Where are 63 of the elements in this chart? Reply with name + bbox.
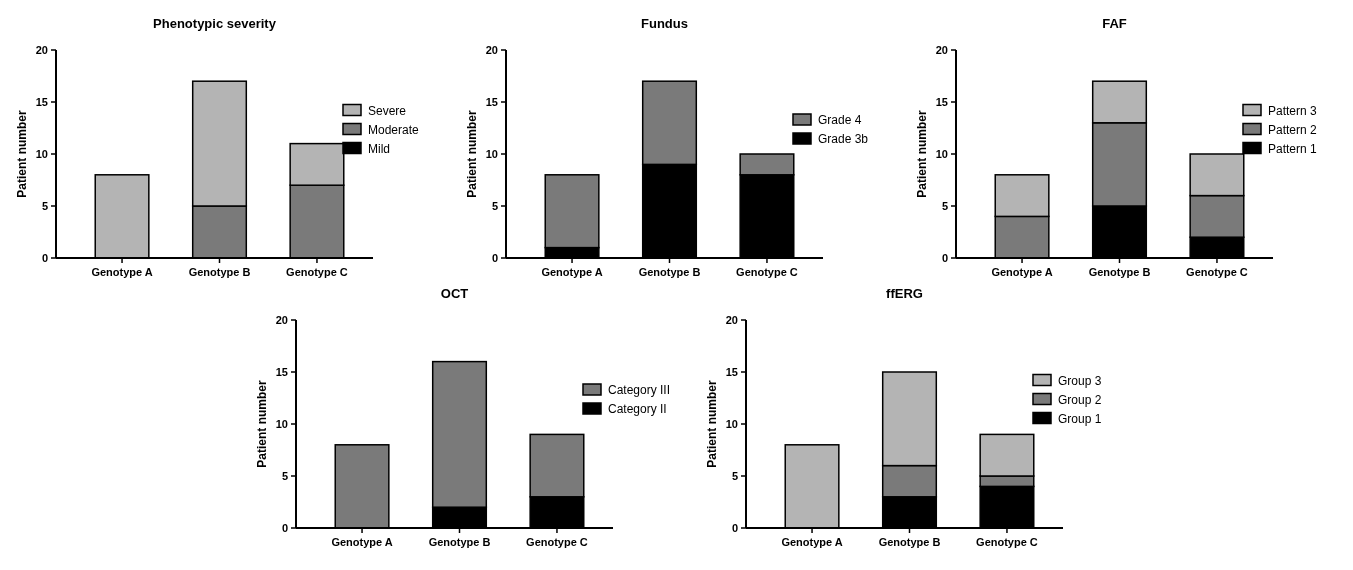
- y-tick-label: 20: [275, 313, 288, 326]
- x-tick-label: Genotype A: [91, 266, 153, 278]
- y-tick-label: 0: [281, 521, 288, 534]
- y-tick-label: 5: [281, 469, 288, 482]
- y-tick-label: 0: [941, 251, 948, 264]
- legend-label: Pattern 1: [1268, 141, 1318, 156]
- y-tick-label: 5: [941, 199, 948, 212]
- y-axis-title: Patient number: [15, 110, 29, 198]
- chart-title: Fundus: [641, 16, 688, 31]
- x-tick-label: Genotype B: [638, 266, 701, 278]
- y-tick-label: 15: [35, 95, 48, 108]
- y-axis-title: Patient number: [915, 110, 929, 198]
- chart-title: OCT: [440, 286, 469, 301]
- x-tick-label: Genotype C: [1186, 266, 1248, 278]
- y-axis-title: Patient number: [705, 380, 719, 468]
- x-tick-label: Genotype C: [286, 266, 348, 278]
- y-tick-label: 5: [41, 199, 48, 212]
- x-tick-label: Genotype B: [188, 266, 251, 278]
- y-tick-label: 20: [725, 313, 738, 326]
- y-tick-label: 20: [935, 43, 948, 56]
- y-axis-title: Patient number: [255, 380, 269, 468]
- x-tick-label: Genotype C: [736, 266, 798, 278]
- x-tick-label: Genotype A: [541, 266, 603, 278]
- legend-label: Group 3: [1058, 373, 1102, 388]
- x-tick-label: Genotype C: [976, 536, 1038, 548]
- x-tick-label: Genotype B: [428, 536, 491, 548]
- y-tick-label: 0: [731, 521, 738, 534]
- x-tick-label: Genotype A: [781, 536, 843, 548]
- y-tick-label: 15: [485, 95, 498, 108]
- legend-label: Pattern 2: [1268, 122, 1318, 137]
- y-tick-label: 10: [485, 147, 498, 160]
- legend-label: Grade 4: [818, 113, 862, 128]
- y-tick-label: 15: [275, 365, 288, 378]
- legend-label: Grade 3b: [818, 132, 869, 147]
- y-tick-label: 10: [935, 147, 948, 160]
- y-axis-title: Patient number: [465, 110, 479, 198]
- y-tick-label: 20: [485, 43, 498, 56]
- y-tick-label: 10: [35, 147, 48, 160]
- y-tick-label: 0: [41, 251, 48, 264]
- y-tick-label: 5: [491, 199, 498, 212]
- y-tick-label: 15: [935, 95, 948, 108]
- chart-title: ffERG: [886, 286, 923, 301]
- legend-label: Moderate: [368, 122, 420, 137]
- y-tick-label: 15: [725, 365, 738, 378]
- legend-label: Category II: [608, 402, 667, 417]
- y-tick-label: 20: [35, 43, 48, 56]
- y-tick-label: 5: [731, 469, 738, 482]
- legend-label: Severe: [368, 103, 407, 118]
- x-tick-label: Genotype C: [526, 536, 588, 548]
- chart-title: FAF: [1102, 16, 1127, 31]
- legend-label: Pattern 3: [1268, 103, 1318, 118]
- chart-title: Phenotypic severity: [153, 16, 277, 31]
- y-tick-label: 10: [725, 417, 738, 430]
- x-tick-label: Genotype B: [1088, 266, 1151, 278]
- legend-label: Group 1: [1058, 411, 1102, 426]
- y-tick-label: 0: [491, 251, 498, 264]
- y-tick-label: 10: [275, 417, 288, 430]
- legend-label: Mild: [368, 141, 391, 156]
- legend-label: Group 2: [1058, 392, 1102, 407]
- legend-label: Category III: [608, 383, 671, 398]
- x-tick-label: Genotype A: [991, 266, 1053, 278]
- x-tick-label: Genotype B: [878, 536, 941, 548]
- x-tick-label: Genotype A: [331, 536, 393, 548]
